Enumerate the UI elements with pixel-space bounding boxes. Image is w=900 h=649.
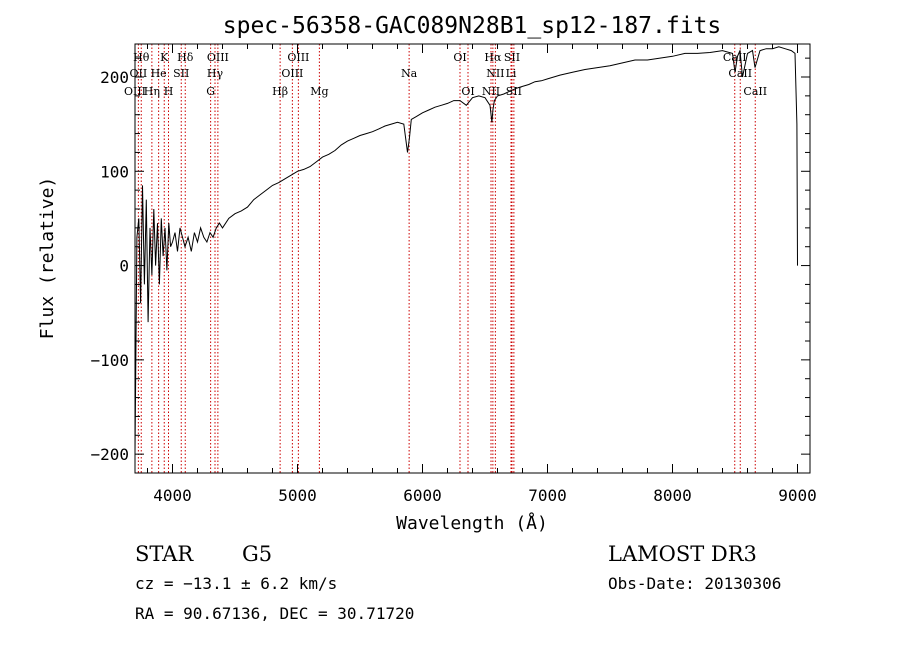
y-tick-label-0: −200 — [90, 445, 129, 464]
line-label-16: Li — [506, 67, 517, 80]
line-label-5: OI — [453, 51, 466, 64]
line-label-9: OII — [130, 67, 148, 80]
line-label-19: Hη — [144, 85, 160, 98]
survey-name: LAMOST DR3 — [608, 542, 757, 566]
line-label-14: Na — [401, 67, 418, 80]
line-label-1: K — [160, 51, 169, 64]
line-label-12: Hγ — [207, 67, 224, 80]
line-label-6: Hα — [484, 51, 502, 64]
line-label-8: CaII — [723, 51, 747, 64]
x-tick-label-0: 4000 — [153, 486, 192, 505]
sky-coordinates: RA = 90.67136, DEC = 30.71720 — [135, 604, 414, 623]
line-label-24: OI — [461, 85, 474, 98]
line-label-15: NII — [486, 67, 504, 80]
y-tick-label-4: 200 — [100, 68, 129, 87]
x-axis-ticks: 4000 5000 6000 7000 8000 9000 — [147, 44, 817, 505]
line-label-3: OIII — [207, 51, 229, 64]
y-axis-ticks: −200 −100 0 100 200 — [90, 57, 810, 464]
line-label-11: SII — [173, 67, 189, 80]
line-label-2: Hδ — [177, 51, 194, 64]
spectrum-line — [134, 46, 798, 455]
x-tick-label-2: 6000 — [403, 486, 442, 505]
line-label-17: CaII — [728, 67, 752, 80]
spectral-line-markers — [134, 44, 756, 473]
line-label-22: Hβ — [272, 85, 288, 98]
y-axis-label: Flux (relative) — [37, 177, 58, 340]
plot-frame — [134, 43, 811, 474]
object-class: STAR — [135, 542, 194, 566]
x-tick-label-3: 7000 — [528, 486, 567, 505]
x-tick-label-5: 9000 — [778, 486, 817, 505]
line-label-4: OIII — [287, 51, 309, 64]
y-tick-label-1: −100 — [90, 351, 129, 370]
line-label-13: OIII — [281, 67, 303, 80]
x-axis-label: Wavelength (Å) — [396, 512, 548, 534]
chart-title: spec-56358-GAC089N28B1_sp12-187.fits — [223, 13, 722, 39]
line-label-21: G — [206, 85, 215, 98]
observation-date: Obs-Date: 20130306 — [608, 574, 781, 593]
line-label-7: SII — [504, 51, 520, 64]
object-subclass: G5 — [242, 542, 272, 566]
line-label-10: He — [151, 67, 167, 80]
redshift-cz: cz = −13.1 ± 6.2 km/s — [135, 574, 337, 593]
line-label-25: NII — [482, 85, 500, 98]
x-tick-label-4: 8000 — [653, 486, 692, 505]
line-label-0: Hθ — [133, 51, 150, 64]
line-label-20: H — [164, 85, 174, 98]
x-tick-label-1: 5000 — [278, 486, 317, 505]
line-label-23: Mg — [310, 85, 328, 98]
y-tick-label-2: 0 — [119, 257, 129, 276]
line-label-27: CaII — [743, 85, 767, 98]
y-tick-label-3: 100 — [100, 162, 129, 181]
